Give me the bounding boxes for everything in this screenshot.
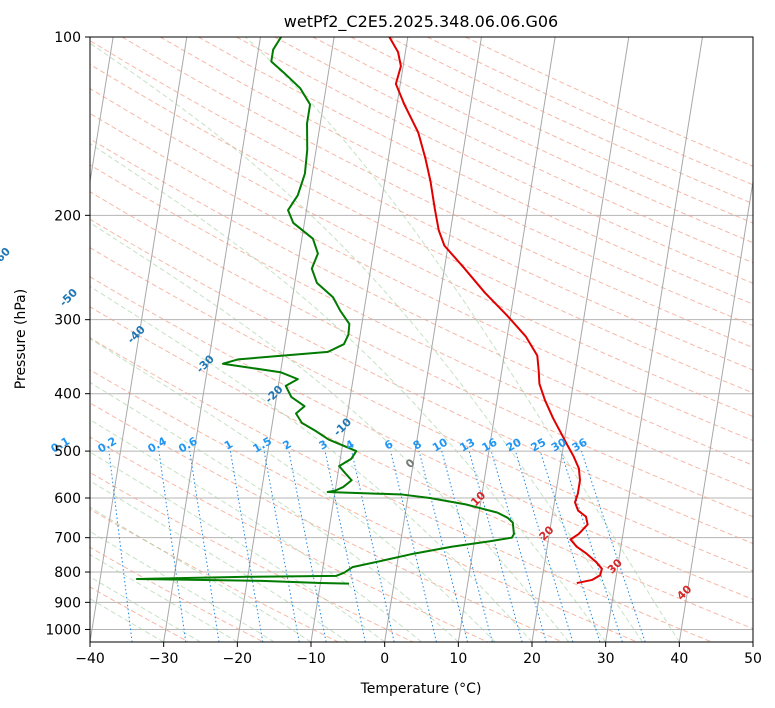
y-tick-label: 600 [54,491,81,507]
x-tick-label: 10 [449,651,467,667]
dewpoint-profile [135,37,515,585]
x-tick-label: 20 [523,651,541,667]
y-tick-label: 1000 [45,622,81,638]
moist-adiabat [90,42,643,642]
y-tick-label: 200 [54,208,81,224]
x-tick-label: −20 [223,651,253,667]
mixing-ratio-line [288,451,327,642]
mixing-ratio-line [158,451,187,642]
mixing-ratio-line [418,450,468,642]
y-tick-label: 900 [54,595,81,611]
dry-adiabat [90,112,753,442]
moist-adiabats [90,37,680,642]
isotherm [90,37,188,642]
mixing-ratio-line [229,451,264,642]
plot-frame [89,36,754,643]
dry-adiabat [90,436,488,642]
x-tick-label: 30 [597,651,615,667]
dry-adiabat [90,402,563,642]
dry-adiabat [90,337,712,642]
dry-adiabat [90,276,753,600]
dry-adiabat [90,546,264,642]
mixing-ratio-line [390,450,437,642]
dry-adiabat [90,164,753,492]
x-axis-label: Temperature (°C) [360,681,482,697]
mixing-ratio-line [441,450,493,642]
moist-adiabat [90,530,275,642]
mixing-ratio-line [560,450,623,642]
x-tick-label: −30 [149,651,179,667]
y-tick-label: 400 [54,387,81,403]
dry-adiabat [90,191,753,518]
mixing-ratio-line [515,450,574,642]
moist-adiabat [90,554,238,642]
mixing-ratio-line [324,450,366,642]
y-tick-label: 700 [54,531,81,547]
moist-adiabat [245,37,680,642]
moist-adiabat [90,451,385,642]
x-axis: −40 −30 −20 −10 0 10 20 30 40 50 [75,642,762,667]
isotherm [310,37,409,642]
isotherm [605,37,703,642]
mixing-ratio-line [108,451,133,642]
moist-adiabat [90,480,349,642]
y-tick-label: 800 [54,565,81,581]
mixing-ratio-line [189,451,220,642]
moist-adiabat [90,338,496,642]
y-tick-label: 100 [54,30,81,46]
mixing-ratio-line [468,450,523,642]
x-tick-label: 0 [380,651,389,667]
dry-adiabat [90,40,753,371]
series-layer [135,37,603,585]
moist-adiabat [90,381,459,642]
isotherms [90,37,753,642]
isotherm [163,37,261,642]
x-tick-label: 50 [744,651,762,667]
isotherm [384,37,482,642]
mixing-ratio-line [490,450,547,642]
isotherm [90,37,114,185]
y-axis-label: Pressure (hPa) [13,289,29,389]
dry-adiabat [198,37,753,305]
x-tick-label: −10 [296,651,326,667]
moist-adiabat [90,576,201,642]
dry-adiabat [90,247,753,572]
temperature-profile [388,37,603,585]
x-tick-label: −40 [75,651,105,667]
x-tick-label: 40 [670,651,688,667]
moist-adiabat [90,598,164,642]
dry-adiabat [90,471,414,642]
y-tick-label: 500 [54,444,81,460]
mixing-ratio-lines [108,450,646,642]
dry-adiabat [90,369,638,642]
moist-adiabat [90,506,312,642]
y-tick-label: 300 [54,313,81,329]
y-axis: 100 200 300 400 500 600 700 800 900 1000 [45,30,90,638]
mixing-ratio-line [580,450,646,642]
isotherm [236,37,335,642]
moist-adiabat [90,285,533,642]
moist-adiabat [90,143,607,642]
chart-title: wetPf2_C2E5.2025.348.06.06.G06 [284,12,558,32]
dry-adiabat [121,37,753,349]
isotherm [678,178,753,642]
isotherm [457,37,556,642]
mixing-ratio-line [263,451,300,642]
moist-adiabat [90,419,422,642]
mixing-ratio-line [351,450,395,642]
dry-adiabat [236,37,753,284]
isotherm [531,37,630,642]
mixing-ratio-line [539,450,601,642]
